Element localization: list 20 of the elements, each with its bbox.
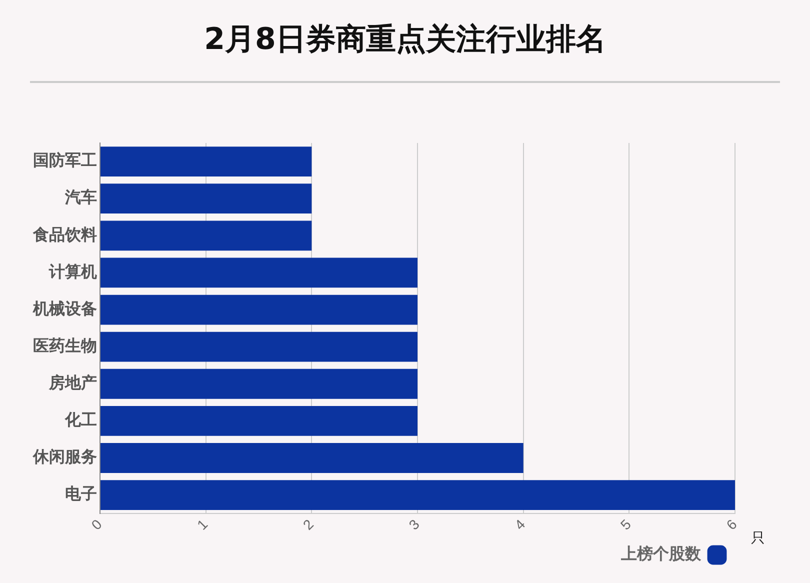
x-tick-label: 6: [723, 516, 740, 533]
y-tick-label: 国防军工: [33, 150, 97, 170]
y-tick-label: 医药生物: [33, 336, 97, 355]
x-tick-label: 0: [88, 516, 105, 533]
legend-label: 上榜个股数: [620, 544, 702, 564]
x-tick-label: 2: [300, 516, 317, 533]
y-tick-label: 汽车: [64, 188, 97, 207]
x-tick-label: 3: [406, 516, 422, 533]
y-tick-label: 计算机: [48, 262, 97, 281]
x-tick-label: 4: [511, 516, 528, 533]
y-tick-label: 电子: [65, 484, 97, 504]
y-tick-label: 机械设备: [32, 298, 97, 318]
x-axis-title: 只: [751, 530, 765, 547]
y-tick-label: 化工: [64, 410, 97, 430]
y-tick-label: 休闲服务: [32, 447, 97, 466]
x-tick-label: 1: [194, 516, 211, 533]
y-tick-label: 食品饮料: [32, 224, 97, 244]
chart-title: 2月8日券商重点关注行业排名: [203, 20, 607, 58]
y-tick-label: 房地产: [48, 373, 97, 392]
x-tick-label: 5: [617, 516, 634, 533]
